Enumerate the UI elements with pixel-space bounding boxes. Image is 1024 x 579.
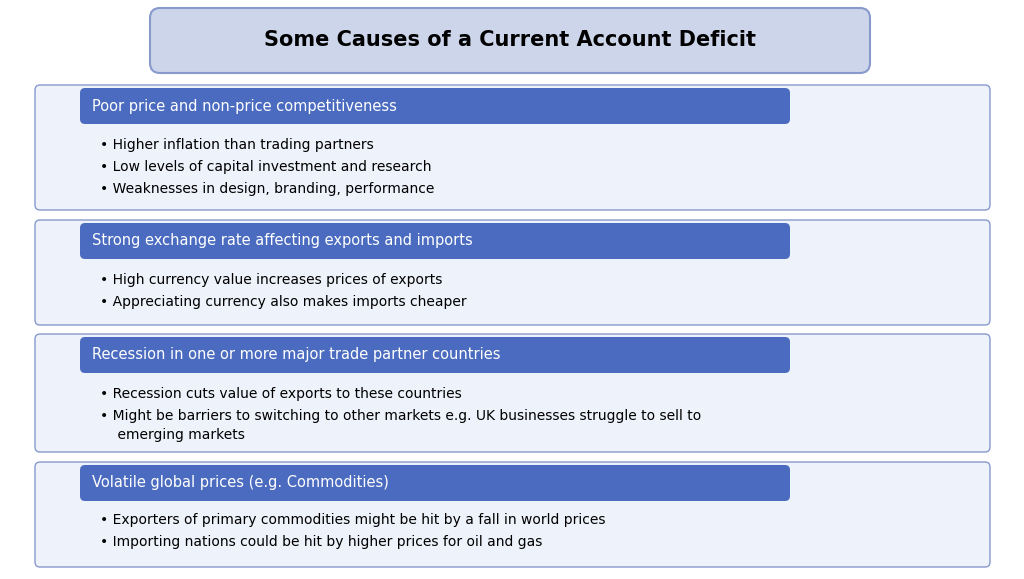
FancyBboxPatch shape [35, 85, 990, 210]
FancyBboxPatch shape [150, 8, 870, 73]
FancyBboxPatch shape [80, 88, 790, 124]
FancyBboxPatch shape [35, 220, 990, 325]
Text: Recession in one or more major trade partner countries: Recession in one or more major trade par… [92, 347, 501, 362]
Text: • Importing nations could be hit by higher prices for oil and gas: • Importing nations could be hit by high… [100, 535, 543, 549]
Text: • Low levels of capital investment and research: • Low levels of capital investment and r… [100, 160, 431, 174]
Text: • Recession cuts value of exports to these countries: • Recession cuts value of exports to the… [100, 387, 462, 401]
FancyBboxPatch shape [80, 465, 790, 501]
FancyBboxPatch shape [35, 462, 990, 567]
Text: Some Causes of a Current Account Deficit: Some Causes of a Current Account Deficit [264, 31, 756, 50]
FancyBboxPatch shape [80, 223, 790, 259]
Text: • Exporters of primary commodities might be hit by a fall in world prices: • Exporters of primary commodities might… [100, 513, 605, 527]
Text: Strong exchange rate affecting exports and imports: Strong exchange rate affecting exports a… [92, 233, 473, 248]
Text: • Appreciating currency also makes imports cheaper: • Appreciating currency also makes impor… [100, 295, 467, 309]
Text: • Weaknesses in design, branding, performance: • Weaknesses in design, branding, perfor… [100, 182, 434, 196]
Text: • High currency value increases prices of exports: • High currency value increases prices o… [100, 273, 442, 287]
Text: • Might be barriers to switching to other markets e.g. UK businesses struggle to: • Might be barriers to switching to othe… [100, 409, 701, 423]
FancyBboxPatch shape [80, 337, 790, 373]
Text: • Higher inflation than trading partners: • Higher inflation than trading partners [100, 138, 374, 152]
FancyBboxPatch shape [35, 334, 990, 452]
Text: Volatile global prices (e.g. Commodities): Volatile global prices (e.g. Commodities… [92, 475, 389, 490]
Text: Poor price and non-price competitiveness: Poor price and non-price competitiveness [92, 98, 397, 113]
Text: emerging markets: emerging markets [100, 428, 245, 442]
